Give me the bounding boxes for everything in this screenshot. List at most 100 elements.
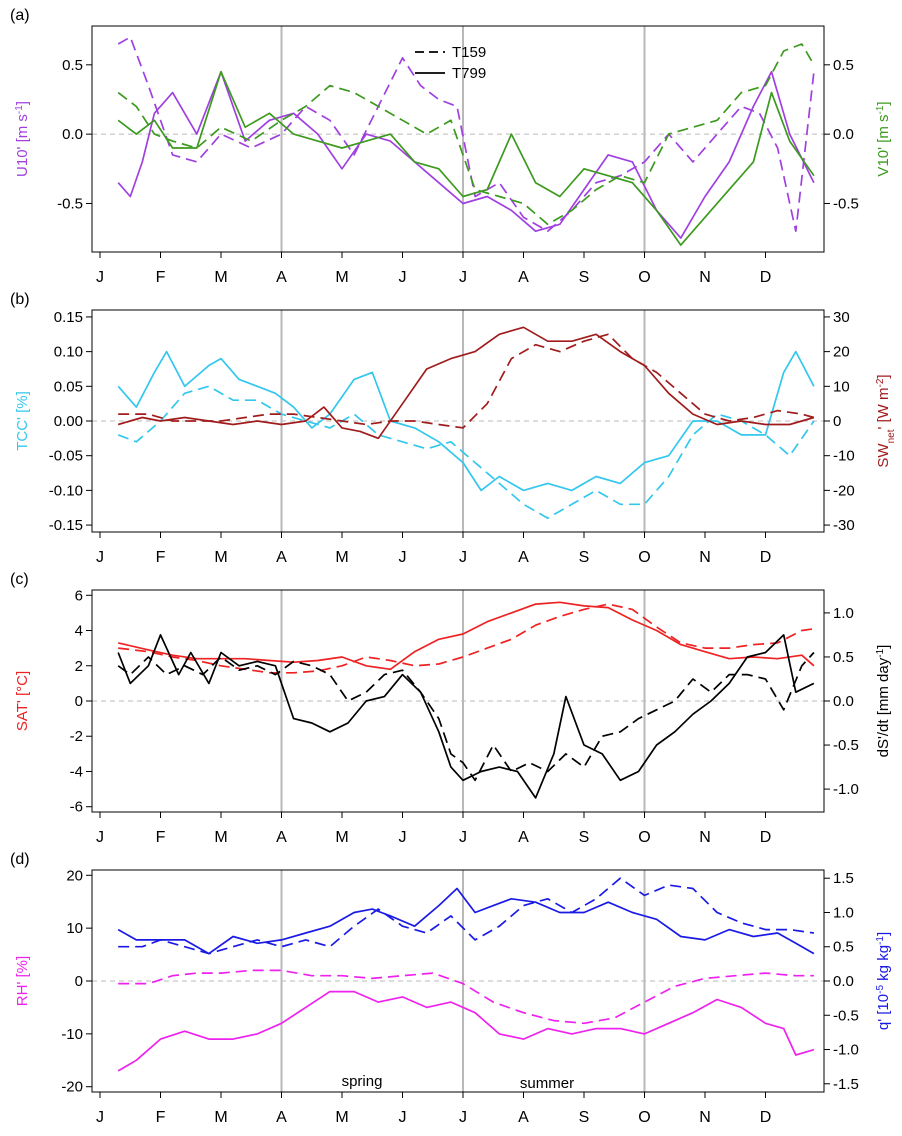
right-tick-label: 0.0 [833, 973, 854, 990]
month-label: S [579, 1109, 590, 1126]
series-line-t159-sat [118, 604, 814, 673]
month-label: J [399, 269, 407, 286]
month-label: M [214, 549, 227, 566]
month-label: N [699, 549, 711, 566]
series-line-t159-dsdt [118, 653, 814, 781]
left-tick-label: -20 [61, 1079, 83, 1096]
left-tick-label: -0.10 [49, 482, 83, 499]
left-tick-label: -0.15 [49, 517, 83, 534]
right-tick-label: 30 [833, 309, 850, 326]
right-tick-label: -1.0 [833, 781, 859, 798]
month-label: M [214, 829, 227, 846]
right-tick-label: 0.0 [833, 693, 854, 710]
panel-1: (a) -0.5 0.0 0.5 -0.5 0.0 0.5 J F M A M J J A S O N D U10' … [10, 7, 892, 286]
legend-label-t159: T159 [452, 44, 486, 61]
month-label: O [638, 829, 650, 846]
month-label: O [638, 549, 650, 566]
left-tick-label: 0.15 [54, 309, 83, 326]
right-tick-label: 1.0 [833, 904, 854, 921]
left-tick-label: 0 [75, 973, 83, 990]
panel-2: (b) -0.15 -0.10 -0.05 0.00 0.05 0.10 0.15 -30 -20… [10, 291, 897, 566]
month-label: A [518, 1109, 529, 1126]
month-label: F [156, 829, 166, 846]
month-label: M [214, 1109, 227, 1126]
series-line-t799-v10 [118, 72, 814, 245]
month-label: S [579, 829, 590, 846]
left-axis-label: SAT' [°C] [14, 671, 31, 731]
right-axis-label: dS'/dt [mm day-1] [875, 645, 893, 758]
panel-label: (a) [10, 7, 30, 24]
month-label: J [96, 269, 104, 286]
month-label: J [96, 549, 104, 566]
month-label: A [518, 829, 529, 846]
month-label: N [699, 829, 711, 846]
left-tick-label: -0.05 [49, 448, 83, 465]
month-label: D [760, 269, 772, 286]
series-line-t159-q [118, 878, 814, 953]
right-tick-label: -1.5 [833, 1076, 859, 1093]
left-axis-label: RH' [%] [14, 956, 31, 1006]
left-tick-label: 0.5 [62, 57, 83, 74]
legend-label-t799: T799 [452, 65, 486, 82]
right-tick-label: 10 [833, 378, 850, 395]
series-line-t159-swnet [118, 334, 814, 428]
month-label: A [276, 1109, 287, 1126]
right-tick-label: 0.5 [833, 649, 854, 666]
left-axis-label: TCC' [%] [14, 391, 31, 451]
month-label: S [579, 269, 590, 286]
annotation-summer: summer [520, 1075, 574, 1092]
month-label: J [459, 549, 467, 566]
month-label: A [518, 549, 529, 566]
month-label: J [96, 1109, 104, 1126]
month-label: D [760, 549, 772, 566]
right-tick-label: 0.0 [833, 126, 854, 143]
series-line-t799-swnet [118, 327, 814, 438]
right-tick-label: -1.0 [833, 1042, 859, 1059]
right-tick-label: 0.5 [833, 939, 854, 956]
month-label: J [459, 269, 467, 286]
left-tick-label: 0.10 [54, 344, 83, 361]
right-axis-label: q' [10-5 kg kg-1] [875, 932, 893, 1030]
left-tick-label: -6 [70, 799, 83, 816]
month-label: A [276, 549, 287, 566]
series-line-t159-rh [118, 970, 814, 1023]
legend: T159 T799 [415, 44, 486, 82]
month-label: F [156, 269, 166, 286]
left-tick-label: -2 [70, 728, 83, 745]
left-tick-label: 0.00 [54, 413, 83, 430]
panel-label: (c) [10, 571, 29, 588]
month-label: M [335, 269, 348, 286]
right-tick-label: -30 [833, 517, 855, 534]
right-tick-label: -0.5 [833, 195, 859, 212]
month-label: M [335, 1109, 348, 1126]
month-label: A [276, 829, 287, 846]
month-label: D [760, 1109, 772, 1126]
right-tick-label: 0 [833, 413, 841, 430]
panel-3: (c) -6 -4 -2 0 2 4 6 -1.0 -0.5 0.0 0.5 1.0 J F M A M J J A S O… [10, 571, 892, 846]
month-label: A [518, 269, 529, 286]
left-tick-label: 4 [75, 623, 83, 640]
right-axis-label: V10' [m s-1] [875, 101, 893, 176]
left-axis-label: U10' [m s-1] [14, 101, 32, 177]
right-tick-label: 20 [833, 344, 850, 361]
month-label: F [156, 549, 166, 566]
left-tick-label: 0.05 [54, 378, 83, 395]
month-label: N [699, 1109, 711, 1126]
month-label: M [214, 269, 227, 286]
series-line-t799-sat [118, 602, 814, 669]
month-label: J [399, 1109, 407, 1126]
month-label: F [156, 1109, 166, 1126]
month-label: J [96, 829, 104, 846]
month-label: J [459, 1109, 467, 1126]
month-label: J [459, 829, 467, 846]
panel-label: (b) [10, 291, 30, 308]
left-tick-label: 20 [66, 867, 83, 884]
right-tick-label: 1.5 [833, 870, 854, 887]
month-label: O [638, 1109, 650, 1126]
left-tick-label: 10 [66, 920, 83, 937]
annotation-spring: spring [342, 1073, 383, 1090]
series-line-t799-q [118, 889, 814, 954]
month-label: M [335, 829, 348, 846]
right-axis-label: SWnet' [W m-2] [875, 374, 897, 467]
